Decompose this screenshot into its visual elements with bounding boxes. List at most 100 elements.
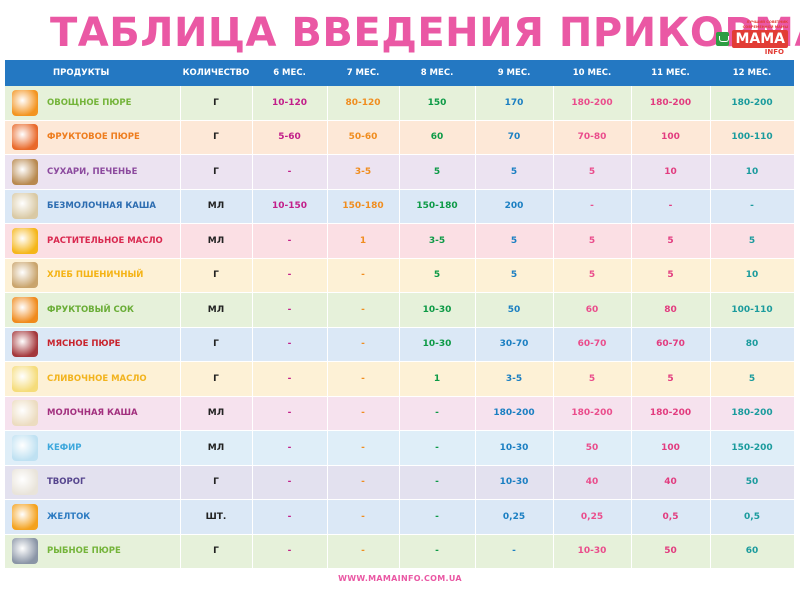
table-row: ХЛЕБ ПШЕНИЧНЫЙ Г - -5 5 5 5 10 (5, 258, 795, 293)
amount-cell-month-11: 50 (631, 534, 711, 569)
header-month-7: 7 МЕС. (346, 68, 380, 78)
amount-cell-month-11: 60-70 (631, 327, 711, 362)
fish-icon (12, 538, 38, 565)
amount-cell-month-9: 30-70 (475, 327, 554, 362)
juice-glass-icon (12, 296, 38, 323)
amount-cell-month-7: 3-5 (327, 154, 400, 190)
amount-cell-month-11: 180-200 (631, 396, 711, 431)
amount-cell-month-6: - (252, 292, 328, 328)
amount-cell-month-7: - (327, 465, 400, 500)
table-row: СУХАРИ, ПЕЧЕНЬЕ Г -3-5 5 5 5 10 10 (5, 154, 795, 190)
amount-cell-month-8: - (399, 534, 476, 569)
amount-cell-month-6: 10-150 (252, 189, 328, 224)
table-row: ОВОЩНОЕ ПЮРЕ Г 10-120 80-120 150 170 180-200 18… (5, 86, 795, 121)
amount-cell-month-8: - (399, 465, 476, 500)
mamainfo-logo[interactable]: ЛУЧШИЙ СОВЕТНИК СОВРЕМЕННОЙ МАМЫ МАМА IN… (716, 20, 788, 56)
product-name: СУХАРИ, ПЕЧЕНЬЕ (45, 154, 181, 190)
logo-name: МАМА (732, 30, 788, 48)
amount-cell-month-8: 1 (399, 361, 476, 397)
amount-cell-month-7: - (327, 396, 400, 431)
table-row: МОЛОЧНАЯ КАША МЛ - - -180-200 180-200 180-200 1… (5, 396, 795, 431)
product-image-cell (5, 86, 45, 121)
amount-cell-month-12: 60 (710, 534, 795, 569)
amount-cell-month-10: 50 (553, 430, 632, 466)
amount-cell-month-6: 10-120 (252, 86, 328, 121)
amount-cell-month-9: 10-30 (475, 430, 554, 466)
amount-cell-month-12: 100-110 (710, 120, 795, 155)
product-unit: МЛ (180, 189, 253, 224)
amount-cell-month-11: 100 (631, 120, 711, 155)
meat-icon (12, 331, 38, 358)
kefir-glass-icon (12, 434, 38, 461)
header-month-8: 8 МЕС. (420, 68, 454, 78)
product-image-cell (5, 258, 45, 293)
porridge-icon (12, 193, 38, 220)
amount-cell-month-7: - (327, 258, 400, 293)
amount-cell-month-10: 180-200 (553, 396, 632, 431)
amount-cell-month-7: - (327, 327, 400, 362)
amount-cell-month-7: - (327, 534, 400, 569)
amount-cell-month-6: - (252, 499, 328, 535)
amount-cell-month-10: 180-200 (553, 86, 632, 121)
milk-porridge-icon (12, 400, 38, 427)
header-month-12: 12 МЕС. (732, 68, 772, 78)
product-name: ФРУКТОВЫЙ СОК (45, 292, 181, 328)
amount-cell-month-8: - (399, 499, 476, 535)
amount-cell-month-6: - (252, 534, 328, 569)
amount-cell-month-12: 10 (710, 154, 795, 190)
product-image-cell (5, 361, 45, 397)
product-unit: МЛ (180, 223, 253, 259)
product-image-cell (5, 327, 45, 362)
amount-cell-month-9: 10-30 (475, 465, 554, 500)
amount-cell-month-12: 0,5 (710, 499, 795, 535)
amount-cell-month-12: 10 (710, 258, 795, 293)
amount-cell-month-8: 5 (399, 154, 476, 190)
table-row: МЯСНОЕ ПЮРЕ Г - -10-30 30-70 60-70 60-70 80 (5, 327, 795, 362)
table-row: ФРУКТОВЫЙ СОК МЛ - -10-30 50 60 80 100-110 (5, 292, 795, 328)
amount-cell-month-6: - (252, 223, 328, 259)
product-unit: МЛ (180, 396, 253, 431)
table-row: ФРУКТОВОЕ ПЮРЕ Г 5-60 50-60 60 70 70-80 100 100-… (5, 120, 795, 155)
amount-cell-month-8: 10-30 (399, 327, 476, 362)
amount-cell-month-9: 180-200 (475, 396, 554, 431)
product-unit: Г (180, 465, 253, 500)
website-link[interactable]: WWW.MAMAINFO.COM.UA (338, 574, 462, 583)
product-unit: МЛ (180, 430, 253, 466)
product-image-cell (5, 154, 45, 190)
table-row: СЛИВОЧНОЕ МАСЛО Г - -1 3-5 5 5 5 (5, 361, 795, 397)
amount-cell-month-8: 10-30 (399, 292, 476, 328)
amount-cell-month-6: - (252, 327, 328, 362)
amount-cell-month-9: - (475, 534, 554, 569)
amount-cell-month-8: 150-180 (399, 189, 476, 224)
amount-cell-month-10: 60-70 (553, 327, 632, 362)
product-name: ЖЕЛТОК (45, 499, 181, 535)
header-month-11: 11 МЕС. (651, 68, 690, 78)
table-row: ЖЕЛТОК ШТ. - - -0,25 0,25 0,5 0,5 (5, 499, 795, 535)
amount-cell-month-6: - (252, 258, 328, 293)
amount-cell-month-7: 1 (327, 223, 400, 259)
product-name: МОЛОЧНАЯ КАША (45, 396, 181, 431)
amount-cell-month-11: 0,5 (631, 499, 711, 535)
amount-cell-month-8: 5 (399, 258, 476, 293)
amount-cell-month-9: 200 (475, 189, 554, 224)
sunflower-icon (12, 227, 38, 254)
amount-cell-month-12: 180-200 (710, 396, 795, 431)
amount-cell-month-9: 0,25 (475, 499, 554, 535)
product-unit: Г (180, 154, 253, 190)
amount-cell-month-7: - (327, 499, 400, 535)
table-header-row: ПРОДУКТЫ КОЛИЧЕСТВО 6 МЕС. 7 МЕС. 8 МЕС.… (5, 60, 794, 86)
amount-cell-month-12: 100-110 (710, 292, 795, 328)
table-row: РЫБНОЕ ПЮРЕ Г - - - -10-30 50 60 (5, 534, 795, 569)
product-name: РЫБНОЕ ПЮРЕ (45, 534, 181, 569)
amount-cell-month-7: - (327, 361, 400, 397)
product-name: БЕЗМОЛОЧНАЯ КАША (45, 189, 181, 224)
amount-cell-month-12: 50 (710, 465, 795, 500)
page-title: ТАБЛИЦА ВВЕДЕНИЯ ПРИКОРМА (50, 10, 800, 56)
logo-tagline: ЛУЧШИЙ СОВЕТНИК СОВРЕМЕННОЙ МАМЫ (742, 20, 788, 29)
amount-cell-month-7: 150-180 (327, 189, 400, 224)
amount-cell-month-9: 3-5 (475, 361, 554, 397)
amount-cell-month-12: 5 (710, 361, 795, 397)
amount-cell-month-10: 5 (553, 223, 632, 259)
amount-cell-month-11: 40 (631, 465, 711, 500)
product-image-cell (5, 430, 45, 466)
